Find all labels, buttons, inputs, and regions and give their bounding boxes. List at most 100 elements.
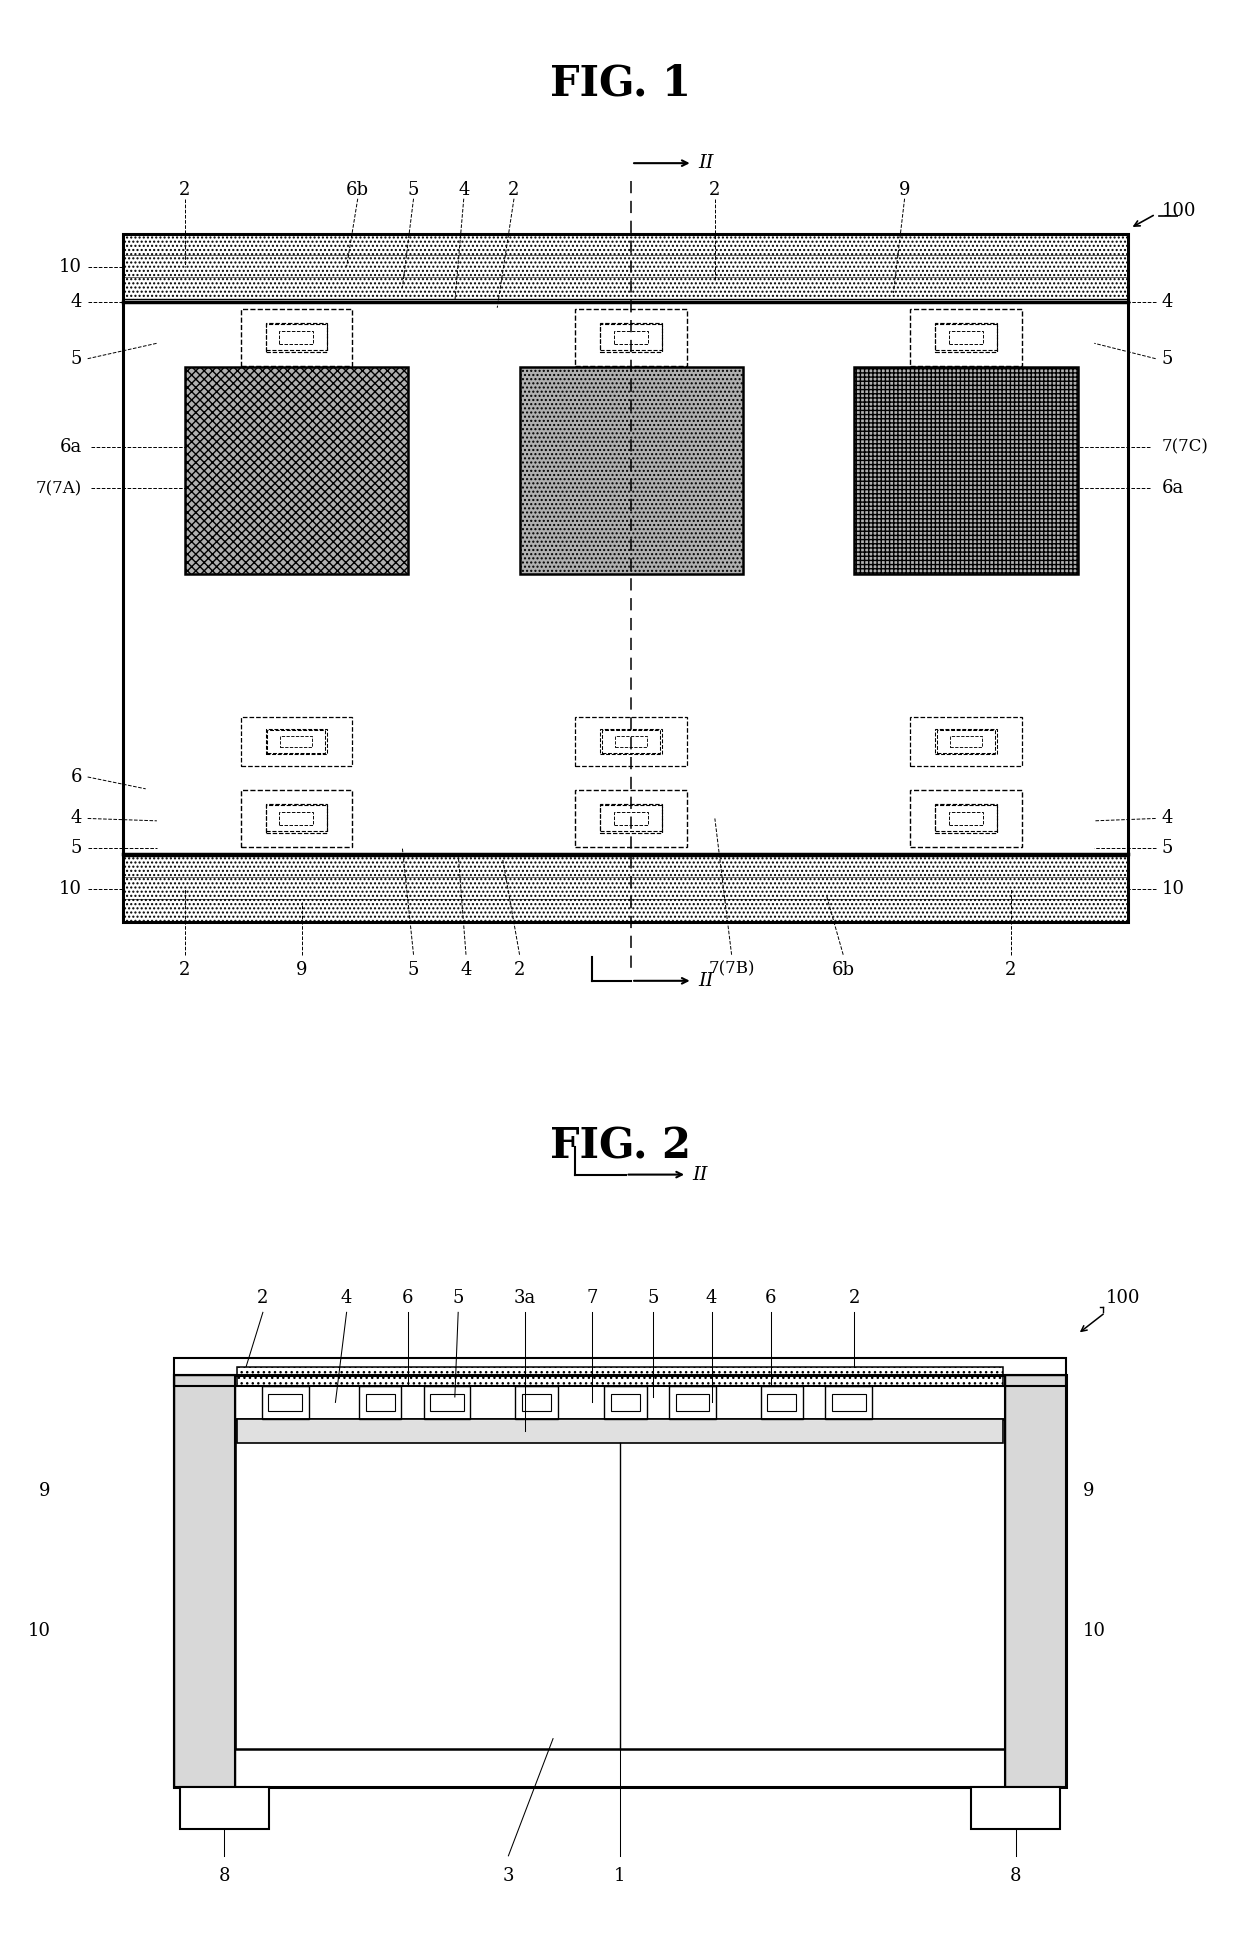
Text: 2: 2 xyxy=(1004,961,1017,978)
Bar xyxy=(600,728,662,753)
Bar xyxy=(760,1387,804,1418)
Bar xyxy=(1004,1375,1066,1788)
Text: 6: 6 xyxy=(402,1288,414,1307)
Bar xyxy=(910,308,1022,366)
Text: 4: 4 xyxy=(71,292,82,310)
Text: 3: 3 xyxy=(502,1867,515,1885)
Bar xyxy=(603,730,660,753)
Bar xyxy=(237,1418,1003,1443)
Bar xyxy=(615,736,647,748)
Text: 2: 2 xyxy=(508,180,520,200)
Bar xyxy=(174,1375,1066,1788)
Bar xyxy=(935,323,997,353)
Text: 1: 1 xyxy=(614,1867,626,1885)
Text: II: II xyxy=(693,1166,708,1184)
Text: 10: 10 xyxy=(1161,879,1184,899)
Bar xyxy=(1004,1375,1066,1788)
Bar xyxy=(265,323,327,353)
Bar xyxy=(366,1395,394,1410)
Text: 4: 4 xyxy=(706,1288,717,1307)
Text: 4: 4 xyxy=(458,180,470,200)
Bar xyxy=(600,323,662,353)
Bar xyxy=(265,806,327,831)
Bar xyxy=(358,1387,402,1418)
Bar xyxy=(241,308,352,366)
Bar xyxy=(520,366,743,575)
Bar xyxy=(971,1788,1060,1829)
Bar xyxy=(768,1395,796,1410)
Text: 7(7A): 7(7A) xyxy=(36,480,82,498)
Bar xyxy=(575,717,687,767)
Bar xyxy=(424,1387,470,1418)
Text: 6: 6 xyxy=(71,767,82,786)
Text: 7(7B): 7(7B) xyxy=(708,961,755,978)
Bar xyxy=(614,331,649,345)
Text: II: II xyxy=(698,972,714,990)
Text: 10: 10 xyxy=(1084,1621,1106,1641)
Text: 5: 5 xyxy=(408,180,419,200)
Text: 4: 4 xyxy=(460,961,471,978)
Bar xyxy=(826,1387,872,1418)
Text: 2: 2 xyxy=(513,961,526,978)
Text: 4: 4 xyxy=(1161,292,1173,310)
Bar xyxy=(515,1387,558,1418)
Bar xyxy=(265,728,327,753)
Bar xyxy=(935,804,997,833)
Text: 9: 9 xyxy=(899,180,910,200)
Bar xyxy=(279,812,314,825)
Text: 9: 9 xyxy=(296,961,308,978)
Bar xyxy=(241,717,352,767)
Text: 9: 9 xyxy=(1084,1482,1095,1499)
Bar xyxy=(935,323,997,351)
Text: 5: 5 xyxy=(71,351,82,368)
Bar xyxy=(265,804,327,833)
Bar xyxy=(124,234,1128,300)
Bar xyxy=(124,234,1128,922)
Bar xyxy=(611,1395,640,1410)
Text: 5: 5 xyxy=(71,839,82,856)
Bar xyxy=(910,717,1022,767)
Bar xyxy=(604,1387,647,1418)
Bar xyxy=(910,790,1022,846)
Bar xyxy=(950,736,982,748)
Text: 2: 2 xyxy=(709,180,720,200)
Bar xyxy=(174,1375,236,1788)
Bar xyxy=(935,728,997,753)
Text: II: II xyxy=(698,155,714,172)
Bar xyxy=(937,730,994,753)
Text: 8: 8 xyxy=(218,1867,231,1885)
Bar xyxy=(280,736,312,748)
Text: 10: 10 xyxy=(27,1621,51,1641)
Text: 10: 10 xyxy=(60,258,82,275)
Bar xyxy=(600,804,662,833)
Text: 10: 10 xyxy=(60,879,82,899)
Text: 9: 9 xyxy=(40,1482,51,1499)
Bar xyxy=(575,790,687,846)
Bar xyxy=(237,1368,1003,1387)
Bar xyxy=(676,1395,709,1410)
Text: 5: 5 xyxy=(453,1288,464,1307)
Text: FIG. 2: FIG. 2 xyxy=(549,1125,691,1168)
Text: 6a: 6a xyxy=(60,438,82,455)
Bar xyxy=(949,812,983,825)
Bar xyxy=(854,366,1078,575)
Text: 6: 6 xyxy=(765,1288,776,1307)
Text: 2: 2 xyxy=(257,1288,269,1307)
Bar xyxy=(949,331,983,345)
Text: 100: 100 xyxy=(1106,1288,1140,1307)
Bar xyxy=(832,1395,866,1410)
Text: 6a: 6a xyxy=(1161,480,1183,498)
Text: 5: 5 xyxy=(1161,839,1173,856)
Text: 5: 5 xyxy=(408,961,419,978)
Bar xyxy=(268,730,325,753)
Bar xyxy=(236,1418,1006,1749)
Bar xyxy=(600,323,662,351)
Text: 8: 8 xyxy=(1009,1867,1022,1885)
Text: FIG. 1: FIG. 1 xyxy=(549,62,691,105)
Text: 7: 7 xyxy=(587,1288,598,1307)
Bar xyxy=(430,1395,464,1410)
Bar xyxy=(935,806,997,831)
Text: 5: 5 xyxy=(1161,351,1173,368)
Text: 2: 2 xyxy=(848,1288,861,1307)
Bar xyxy=(670,1387,715,1418)
